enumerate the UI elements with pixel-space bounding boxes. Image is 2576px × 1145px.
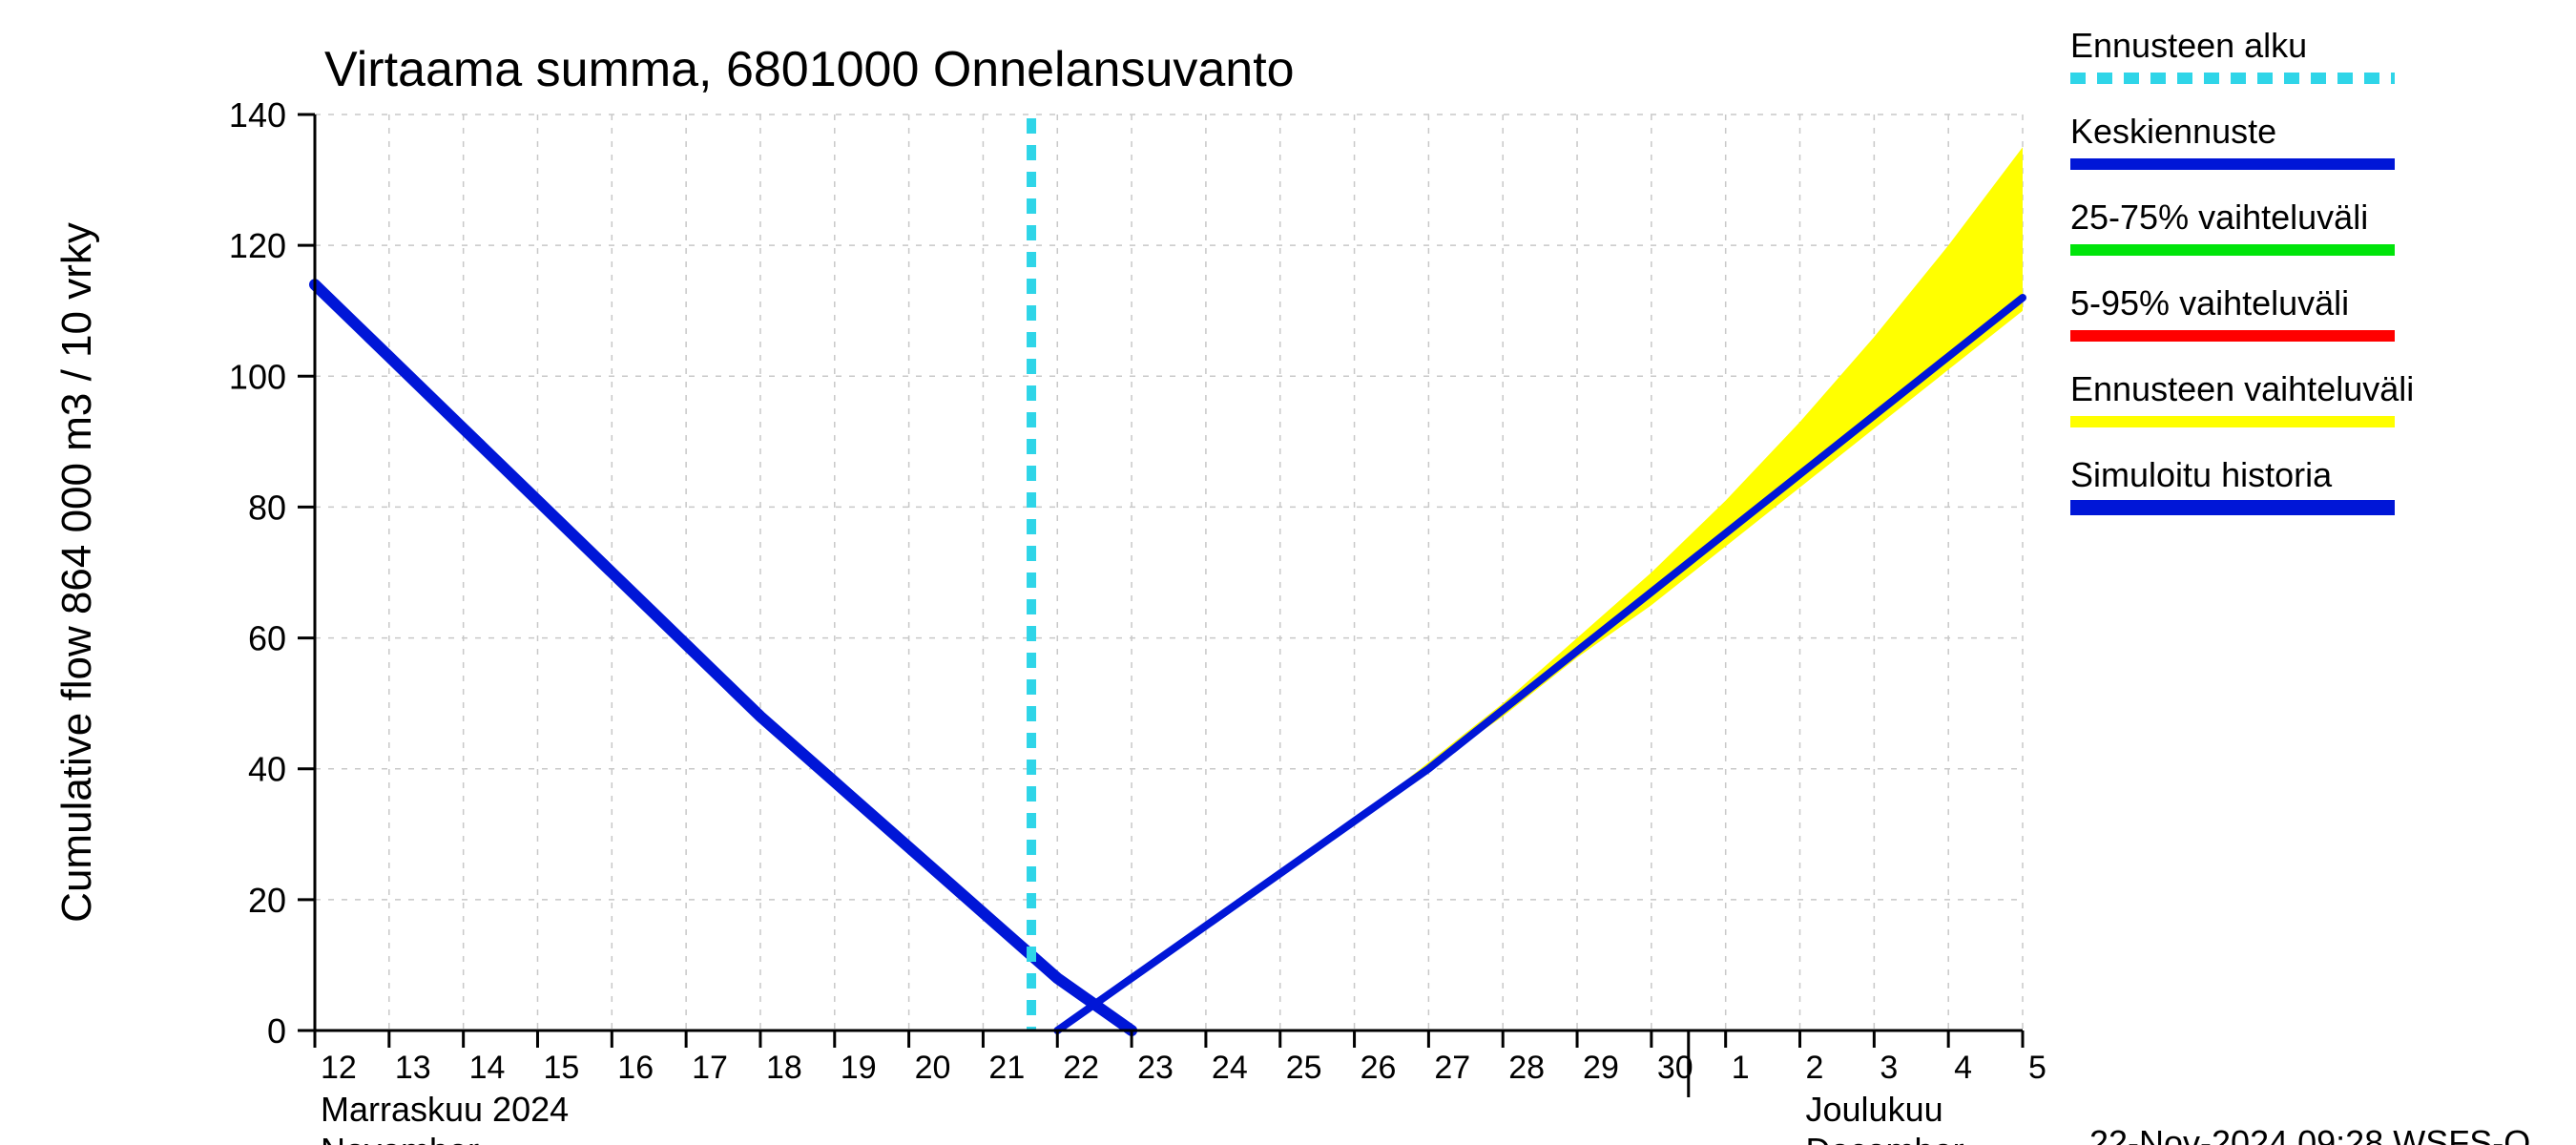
y-tick-label: 0 [267,1011,286,1051]
x-tick-label: 14 [469,1050,506,1086]
y-tick-label: 40 [248,750,286,789]
legend-label: 25-75% vaihteluväli [2070,198,2368,237]
month1-en: November [321,1131,479,1145]
chart-svg: 0204060801001201401213141516171819202122… [0,0,2576,1145]
legend-label: Keskiennuste [2070,112,2276,151]
timestamp: 22-Nov-2024 09:28 WSFS-O [2089,1123,2530,1145]
legend-label: Ennusteen alku [2070,26,2307,65]
x-tick-label: 28 [1508,1050,1545,1086]
x-tick-label: 22 [1063,1050,1099,1086]
y-tick-label: 60 [248,619,286,658]
x-tick-label: 13 [395,1050,431,1086]
legend-label: Ennusteen vaihteluväli [2070,369,2414,408]
x-tick-label: 5 [2028,1050,2046,1086]
chart-container: 0204060801001201401213141516171819202122… [0,0,2576,1145]
month2-fi: Joulukuu [1806,1090,1943,1129]
x-tick-label: 26 [1361,1050,1397,1086]
x-tick-label: 1 [1732,1050,1750,1086]
x-tick-label: 19 [841,1050,877,1086]
x-tick-label: 29 [1583,1050,1619,1086]
y-tick-label: 120 [229,226,286,265]
month2-en: December [1806,1131,1964,1145]
x-tick-label: 12 [321,1050,357,1086]
y-axis-label: Cumulative flow 864 000 m3 / 10 vrky [53,222,100,923]
x-tick-label: 24 [1212,1050,1248,1086]
x-tick-label: 3 [1880,1050,1898,1086]
y-tick-label: 20 [248,881,286,920]
x-tick-label: 23 [1137,1050,1174,1086]
x-tick-label: 25 [1286,1050,1322,1086]
x-tick-label: 20 [915,1050,951,1086]
x-tick-label: 27 [1434,1050,1470,1086]
x-tick-label: 16 [617,1050,654,1086]
x-tick-label: 18 [766,1050,802,1086]
y-tick-label: 140 [229,95,286,135]
x-tick-label: 2 [1806,1050,1824,1086]
legend-label: 5-95% vaihteluväli [2070,283,2349,323]
x-tick-label: 15 [543,1050,579,1086]
chart-title: Virtaama summa, 6801000 Onnelansuvanto [324,42,1295,97]
legend-label: Simuloitu historia [2070,455,2333,494]
x-tick-label: 21 [988,1050,1025,1086]
y-tick-label: 100 [229,357,286,396]
month1-fi: Marraskuu 2024 [321,1090,569,1129]
y-tick-label: 80 [248,488,286,527]
x-tick-label: 17 [692,1050,728,1086]
x-tick-label: 4 [1954,1050,1972,1086]
